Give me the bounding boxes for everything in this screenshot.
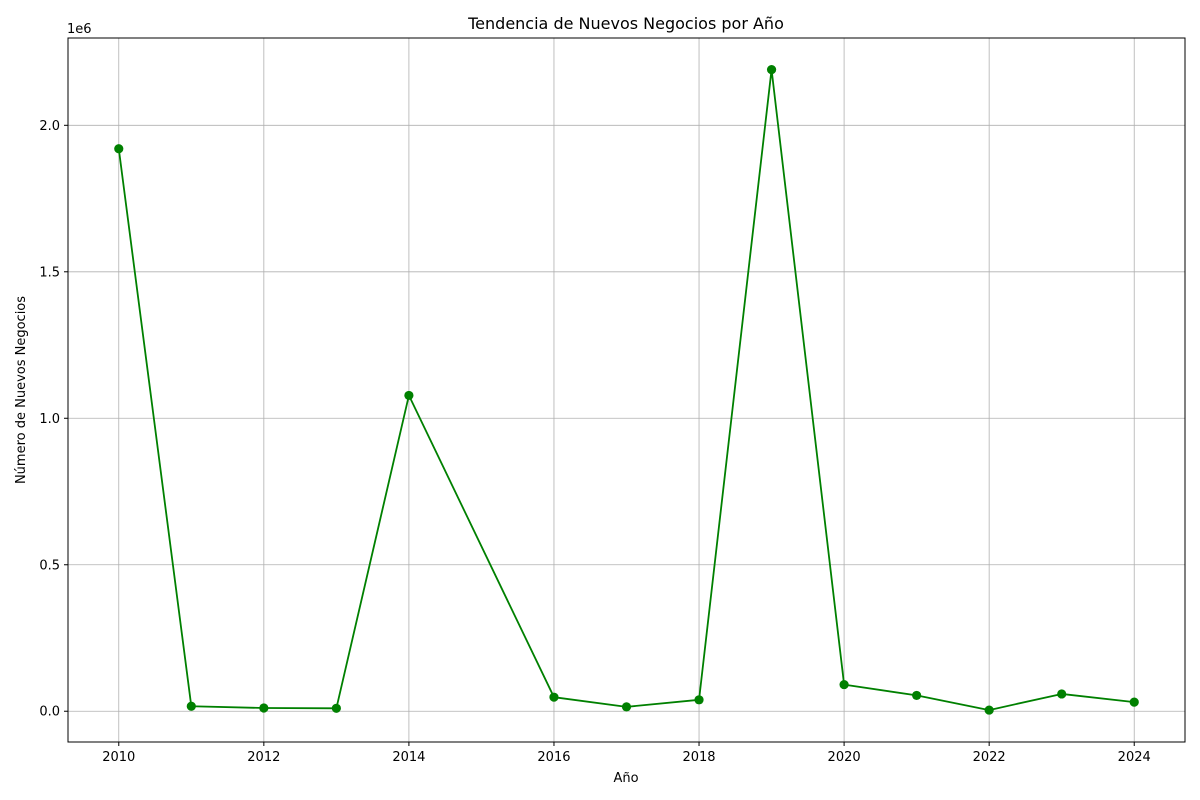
x-axis-label: Año (613, 771, 638, 786)
chart-title: Tendencia de Nuevos Negocios por Año (467, 14, 784, 33)
data-point (912, 690, 922, 701)
data-point (694, 695, 704, 705)
x-tick-label: 2018 (682, 750, 715, 765)
data-point (186, 701, 196, 711)
axis-ticks: 2010 2012 2014 2016 2018 2020 2022 2024 0.0 0.5 1.… (39, 119, 1150, 765)
plot-frame (67, 37, 1186, 743)
x-tick-label: 2024 (1118, 750, 1151, 765)
x-tick-label: 2020 (828, 750, 861, 765)
data-point (1129, 697, 1139, 707)
data-point (766, 65, 777, 75)
x-tick-label: 2010 (102, 750, 135, 765)
y-offset-label: 1e6 (67, 22, 92, 37)
data-point (114, 144, 124, 154)
x-tick-label: 2016 (537, 750, 570, 765)
data-point (839, 679, 849, 690)
x-tick-label: 2012 (247, 750, 280, 765)
data-point (621, 702, 632, 712)
data-point (259, 703, 269, 713)
y-tick-label: 0.0 (39, 705, 60, 720)
plot-series (114, 65, 1139, 715)
y-axis-label: Número de Nuevos Negocios (14, 296, 29, 484)
data-point (549, 692, 559, 702)
data-point (331, 703, 341, 713)
y-tick-label: 2.0 (39, 119, 60, 134)
x-tick-label: 2022 (973, 750, 1006, 765)
y-tick-label: 1.5 (39, 265, 60, 280)
y-tick-label: 1.0 (39, 412, 60, 427)
x-tick-label: 2014 (392, 750, 425, 765)
data-point (404, 390, 414, 401)
data-point (1057, 689, 1067, 699)
series-line (117, 68, 1135, 711)
data-point (984, 705, 994, 715)
y-tick-label: 0.5 (39, 558, 60, 573)
